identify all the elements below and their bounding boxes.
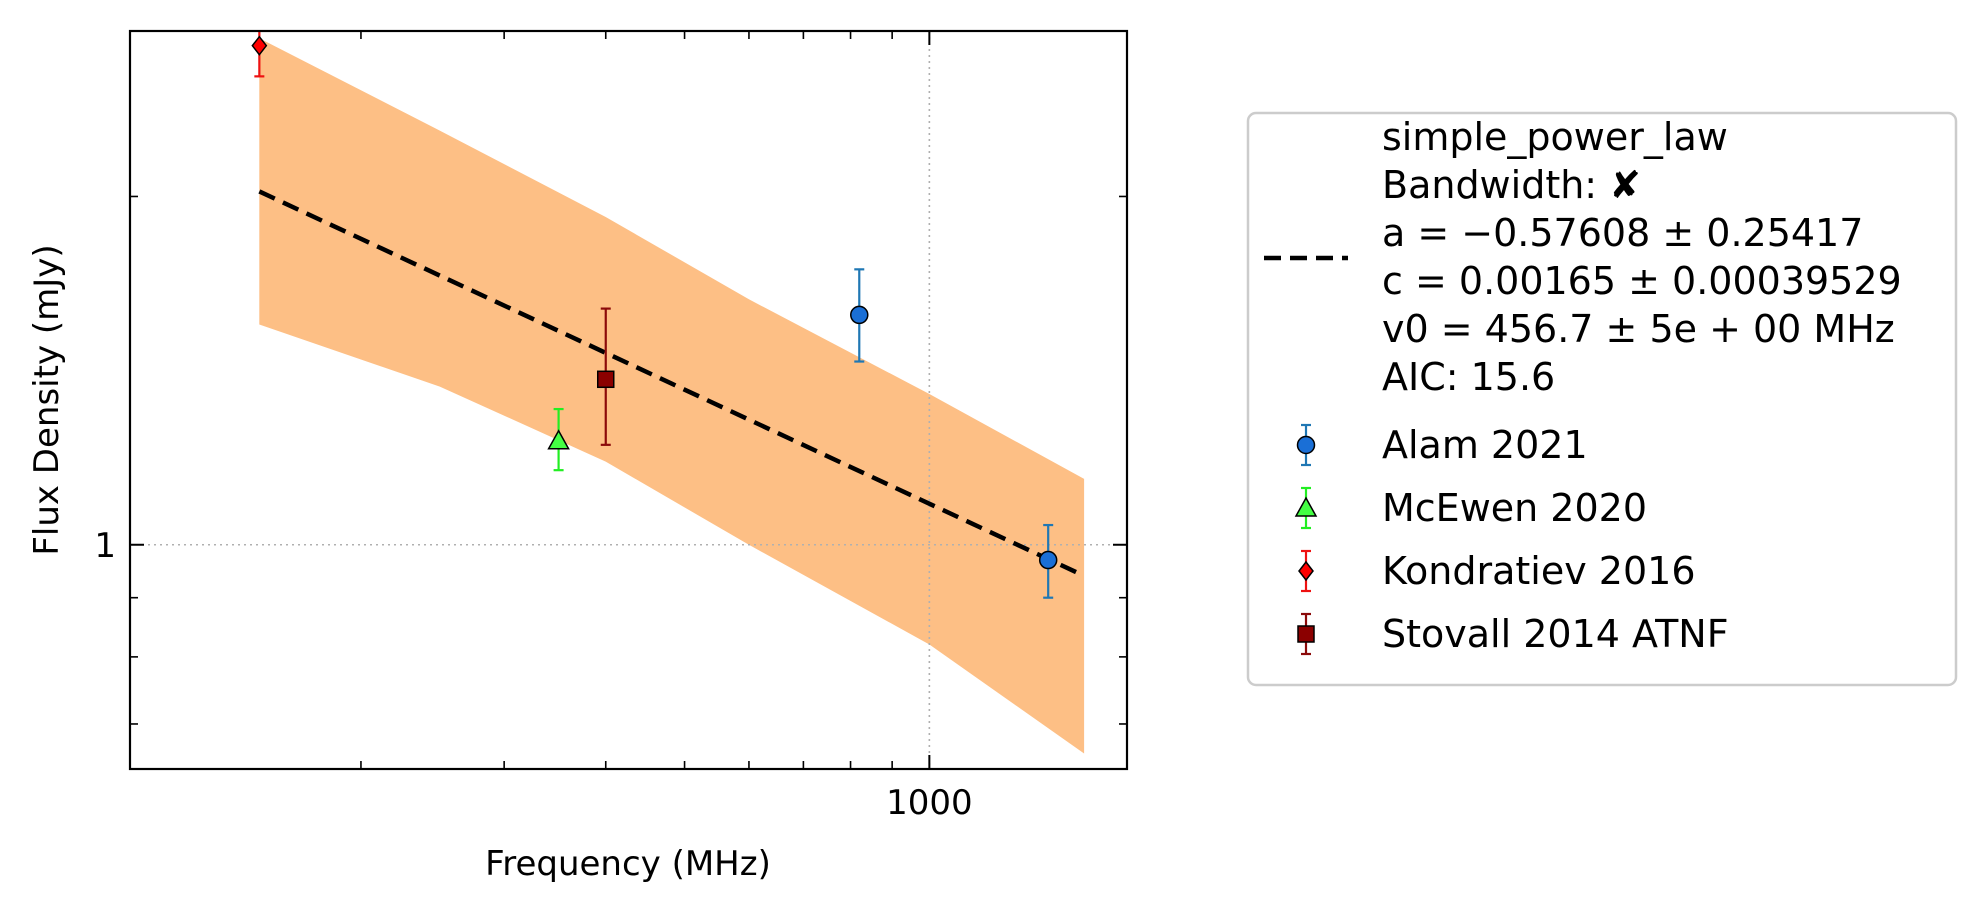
y-axis-label: Flux Density (mJy) [27,244,67,555]
x-tick-label: 1000 [886,783,973,823]
legend-series-label: McEwen 2020 [1382,486,1647,530]
legend-series-label: Kondratiev 2016 [1382,549,1696,593]
legend-marker [1298,560,1314,582]
legend-frame [1246,111,1958,687]
series-kondratiev-2016 [251,31,268,78]
legend-marker [1296,435,1316,455]
axes-ticks: 1000 1 [94,31,1127,823]
legend-fit-text-line: c = 0.00165 ± 0.00039529 [1382,259,1902,303]
legend-series-label: Stovall 2014 ATNF [1382,612,1729,656]
data-point [850,305,869,325]
series-stovall-2014-atnf [596,307,615,446]
legend-series-label: Alam 2021 [1382,423,1588,467]
legend-fit-text-line: simple_power_law [1382,115,1728,159]
data-point [251,35,268,56]
legend-fit-text-line: Bandwidth: ✘ [1382,163,1641,207]
plot-frame [128,29,1129,771]
data-point [547,429,570,450]
legend-fit-text-line: AIC: 15.6 [1382,355,1555,399]
legend-marker [1294,496,1318,517]
x-axis-label: Frequency (MHz) [485,844,771,884]
legend-marker [1297,625,1315,643]
data-point [596,370,615,389]
fit-line [258,189,1086,578]
fit-uncertainty-band [259,38,1085,754]
plot-content [130,31,1127,769]
legend-fit-text-line: v0 = 456.7 ± 5e + 00 MHz [1382,307,1895,351]
series-alam-2021 [850,268,1058,599]
y-tick-label: 1 [94,526,116,566]
data-point [1038,550,1058,570]
series-mcewen-2020 [547,407,570,472]
legend-fit-text-line: a = −0.57608 ± 0.25417 [1382,211,1863,255]
